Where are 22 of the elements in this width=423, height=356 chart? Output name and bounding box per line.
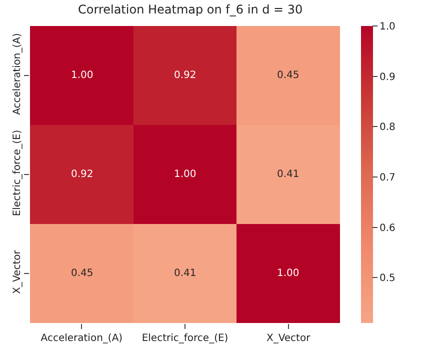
data-label: 1.00 bbox=[174, 169, 196, 180]
data-label: 1.00 bbox=[277, 268, 300, 279]
y-tick-label: Electric_force_(E) bbox=[12, 130, 23, 216]
y-tick-label: Acceleration_(A) bbox=[12, 33, 23, 115]
data-label: 0.41 bbox=[277, 169, 300, 180]
color-bar-label: 0.5 bbox=[380, 273, 396, 284]
x-tick-label: Electric_force_(E) bbox=[142, 333, 228, 344]
data-label: 1.00 bbox=[71, 70, 94, 81]
x-tick-label: X_Vector bbox=[266, 333, 312, 344]
color-bar-label: 0.7 bbox=[380, 172, 396, 184]
data-label: 0.92 bbox=[174, 70, 196, 81]
x-tick-label: Acceleration_(A) bbox=[40, 333, 123, 344]
color-bar-label: 1.0 bbox=[380, 22, 396, 32]
y-tick-label: X_Vector bbox=[12, 249, 23, 294]
data-label: 0.41 bbox=[174, 268, 196, 279]
chart-title: Correlation Heatmap on f_6 in d = 30 bbox=[78, 2, 303, 17]
color-bar-label: 0.6 bbox=[380, 222, 396, 234]
color-bar-label: 0.9 bbox=[380, 72, 396, 83]
data-label: 0.45 bbox=[277, 70, 300, 81]
data-label: 0.92 bbox=[71, 169, 94, 180]
data-label: 0.45 bbox=[71, 268, 94, 279]
color-bar-label: 0.8 bbox=[380, 122, 396, 134]
